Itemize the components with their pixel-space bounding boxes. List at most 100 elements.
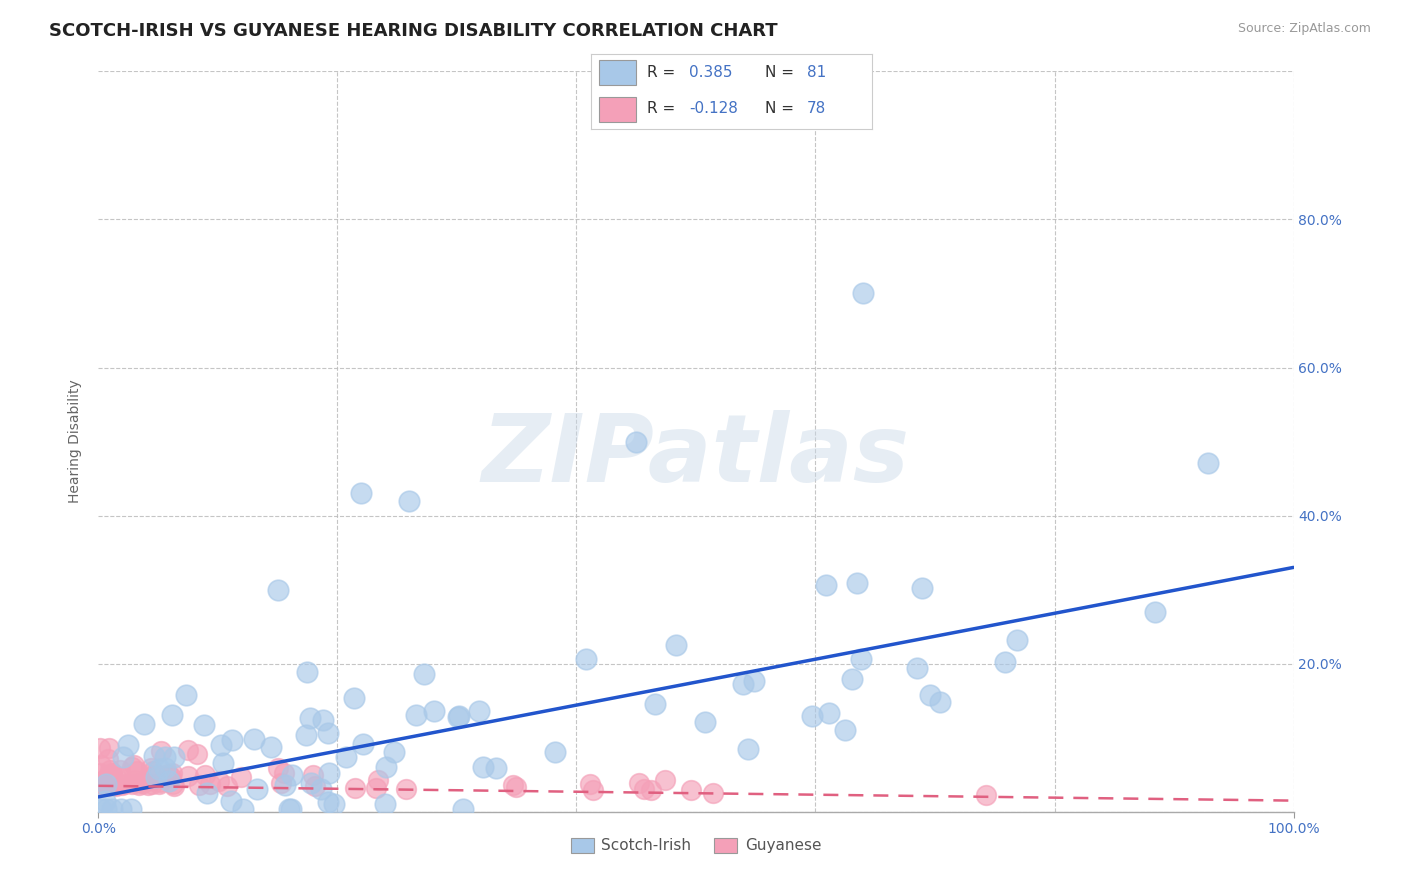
Point — [134, 774, 156, 789]
Point — [89, 775, 111, 789]
Point — [110, 771, 132, 785]
Point — [90, 778, 112, 792]
Text: N =: N = — [765, 102, 799, 116]
Point — [374, 760, 396, 774]
Point — [350, 486, 373, 500]
Point — [153, 750, 176, 764]
Point — [737, 742, 759, 756]
Point — [318, 766, 340, 780]
Point — [295, 728, 318, 742]
Point — [141, 769, 163, 783]
Point — [405, 707, 427, 722]
Point — [852, 286, 875, 301]
Point — [217, 779, 239, 793]
Point — [89, 778, 111, 792]
Point — [453, 803, 475, 817]
Point — [243, 731, 266, 746]
Text: N =: N = — [765, 65, 799, 80]
Point — [665, 638, 688, 652]
Point — [911, 582, 934, 596]
Point — [90, 778, 112, 792]
Point — [153, 761, 176, 775]
Point — [149, 744, 172, 758]
Point — [174, 688, 197, 702]
Point — [117, 738, 139, 752]
Point — [845, 576, 868, 591]
Point — [343, 691, 366, 706]
Point — [121, 777, 143, 791]
Point — [89, 775, 111, 789]
Point — [374, 797, 396, 811]
Point — [120, 803, 142, 817]
Point — [693, 714, 716, 729]
Point — [89, 740, 111, 755]
Point — [104, 779, 127, 793]
Point — [575, 652, 598, 666]
Text: Source: ZipAtlas.com: Source: ZipAtlas.com — [1237, 22, 1371, 36]
Point — [367, 773, 389, 788]
Point — [679, 782, 702, 797]
Point — [209, 739, 232, 753]
Point — [163, 779, 186, 793]
Point — [94, 794, 117, 808]
Point — [312, 713, 335, 727]
Point — [447, 708, 470, 723]
Point — [149, 774, 172, 789]
Point — [108, 763, 131, 777]
Point — [194, 768, 217, 782]
Point — [302, 768, 325, 782]
Point — [815, 578, 838, 592]
Point — [100, 777, 122, 791]
Point — [97, 779, 120, 793]
Point — [323, 797, 346, 811]
Point — [193, 718, 215, 732]
Point — [502, 778, 524, 792]
Point — [195, 786, 218, 800]
Point — [468, 704, 491, 718]
Point — [654, 772, 676, 787]
Point — [246, 782, 269, 797]
Point — [145, 770, 167, 784]
FancyBboxPatch shape — [599, 61, 636, 86]
Point — [121, 759, 143, 773]
Point — [472, 759, 495, 773]
Point — [627, 776, 650, 790]
Point — [159, 771, 181, 785]
FancyBboxPatch shape — [599, 96, 636, 122]
Point — [644, 698, 666, 712]
Point — [395, 782, 418, 797]
Point — [309, 781, 332, 796]
Point — [229, 770, 252, 784]
Point — [148, 762, 170, 776]
Point — [818, 706, 841, 720]
Point — [800, 708, 823, 723]
Point — [97, 773, 120, 788]
Point — [267, 582, 290, 597]
Point — [221, 733, 243, 747]
Point — [232, 803, 254, 817]
Point — [125, 764, 148, 778]
Point — [582, 783, 605, 797]
Legend: Scotch-Irish, Guyanese: Scotch-Irish, Guyanese — [565, 831, 827, 860]
Point — [929, 695, 952, 709]
Point — [124, 772, 146, 787]
Y-axis label: Hearing Disability: Hearing Disability — [69, 380, 83, 503]
Point — [163, 750, 186, 764]
Point — [484, 761, 506, 775]
Point — [446, 710, 468, 724]
Point — [280, 803, 302, 817]
Point — [274, 778, 297, 792]
Point — [295, 665, 318, 679]
Point — [110, 803, 132, 817]
Point — [316, 725, 339, 739]
Point — [905, 661, 928, 675]
Point — [177, 743, 200, 757]
Point — [299, 776, 322, 790]
Point — [128, 778, 150, 792]
Point — [129, 776, 152, 790]
Point — [142, 764, 165, 778]
Point — [162, 707, 184, 722]
Point — [382, 745, 405, 759]
Point — [90, 776, 112, 790]
Point — [353, 738, 375, 752]
